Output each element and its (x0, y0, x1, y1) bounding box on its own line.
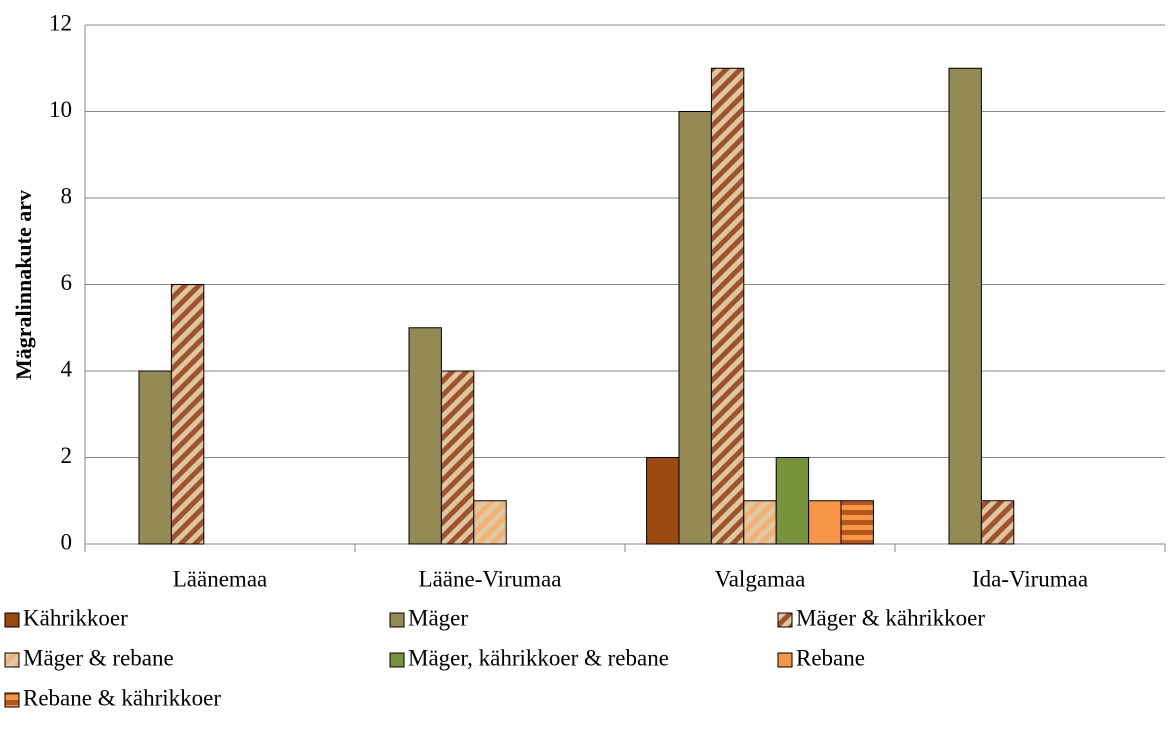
legend-swatch (389, 652, 405, 668)
legend-swatch (777, 652, 793, 668)
y-tick-label: 0 (61, 529, 73, 554)
legend-swatch (777, 612, 793, 628)
legend-label: Mäger (408, 605, 468, 630)
bar (678, 111, 712, 545)
y-tick-label: 4 (61, 356, 73, 381)
x-tick-label: Lääne-Virumaa (419, 566, 562, 591)
legend-swatch (4, 652, 20, 668)
bar (775, 457, 810, 545)
y-tick-label: 2 (61, 443, 73, 468)
y-tick-label: 10 (49, 97, 72, 122)
legend-label: Rebane (796, 645, 865, 670)
bar (440, 370, 475, 545)
y-axis-label: Mägralinnakute arv (11, 190, 36, 380)
bar (743, 500, 777, 545)
legend-label: Kährikkoer (23, 605, 128, 630)
x-tick-label: Läänemaa (173, 566, 267, 591)
x-tick-label: Valgamaa (715, 566, 806, 591)
legend-swatch (4, 612, 20, 628)
bar (710, 67, 745, 545)
bar (840, 500, 874, 545)
legend-label: Mäger & rebane (23, 645, 174, 670)
y-tick-label: 8 (61, 183, 73, 208)
legend-label: Mäger, kährikkoer & rebane (408, 645, 669, 670)
x-tick-label: Ida-Virumaa (972, 566, 1088, 591)
legend-swatch (389, 612, 405, 628)
bar (808, 500, 842, 545)
legend-swatch (4, 692, 20, 708)
y-tick-label: 12 (49, 10, 72, 35)
bar (138, 370, 172, 545)
bar (646, 457, 680, 545)
y-tick-label: 6 (61, 270, 73, 295)
legend-label: Rebane & kährikkoer (23, 685, 221, 710)
bar (473, 500, 507, 545)
bar (948, 67, 982, 545)
legend-label: Mäger & kährikkoer (796, 605, 985, 630)
bar (980, 500, 1015, 545)
bar (408, 327, 442, 545)
bar (170, 284, 205, 545)
